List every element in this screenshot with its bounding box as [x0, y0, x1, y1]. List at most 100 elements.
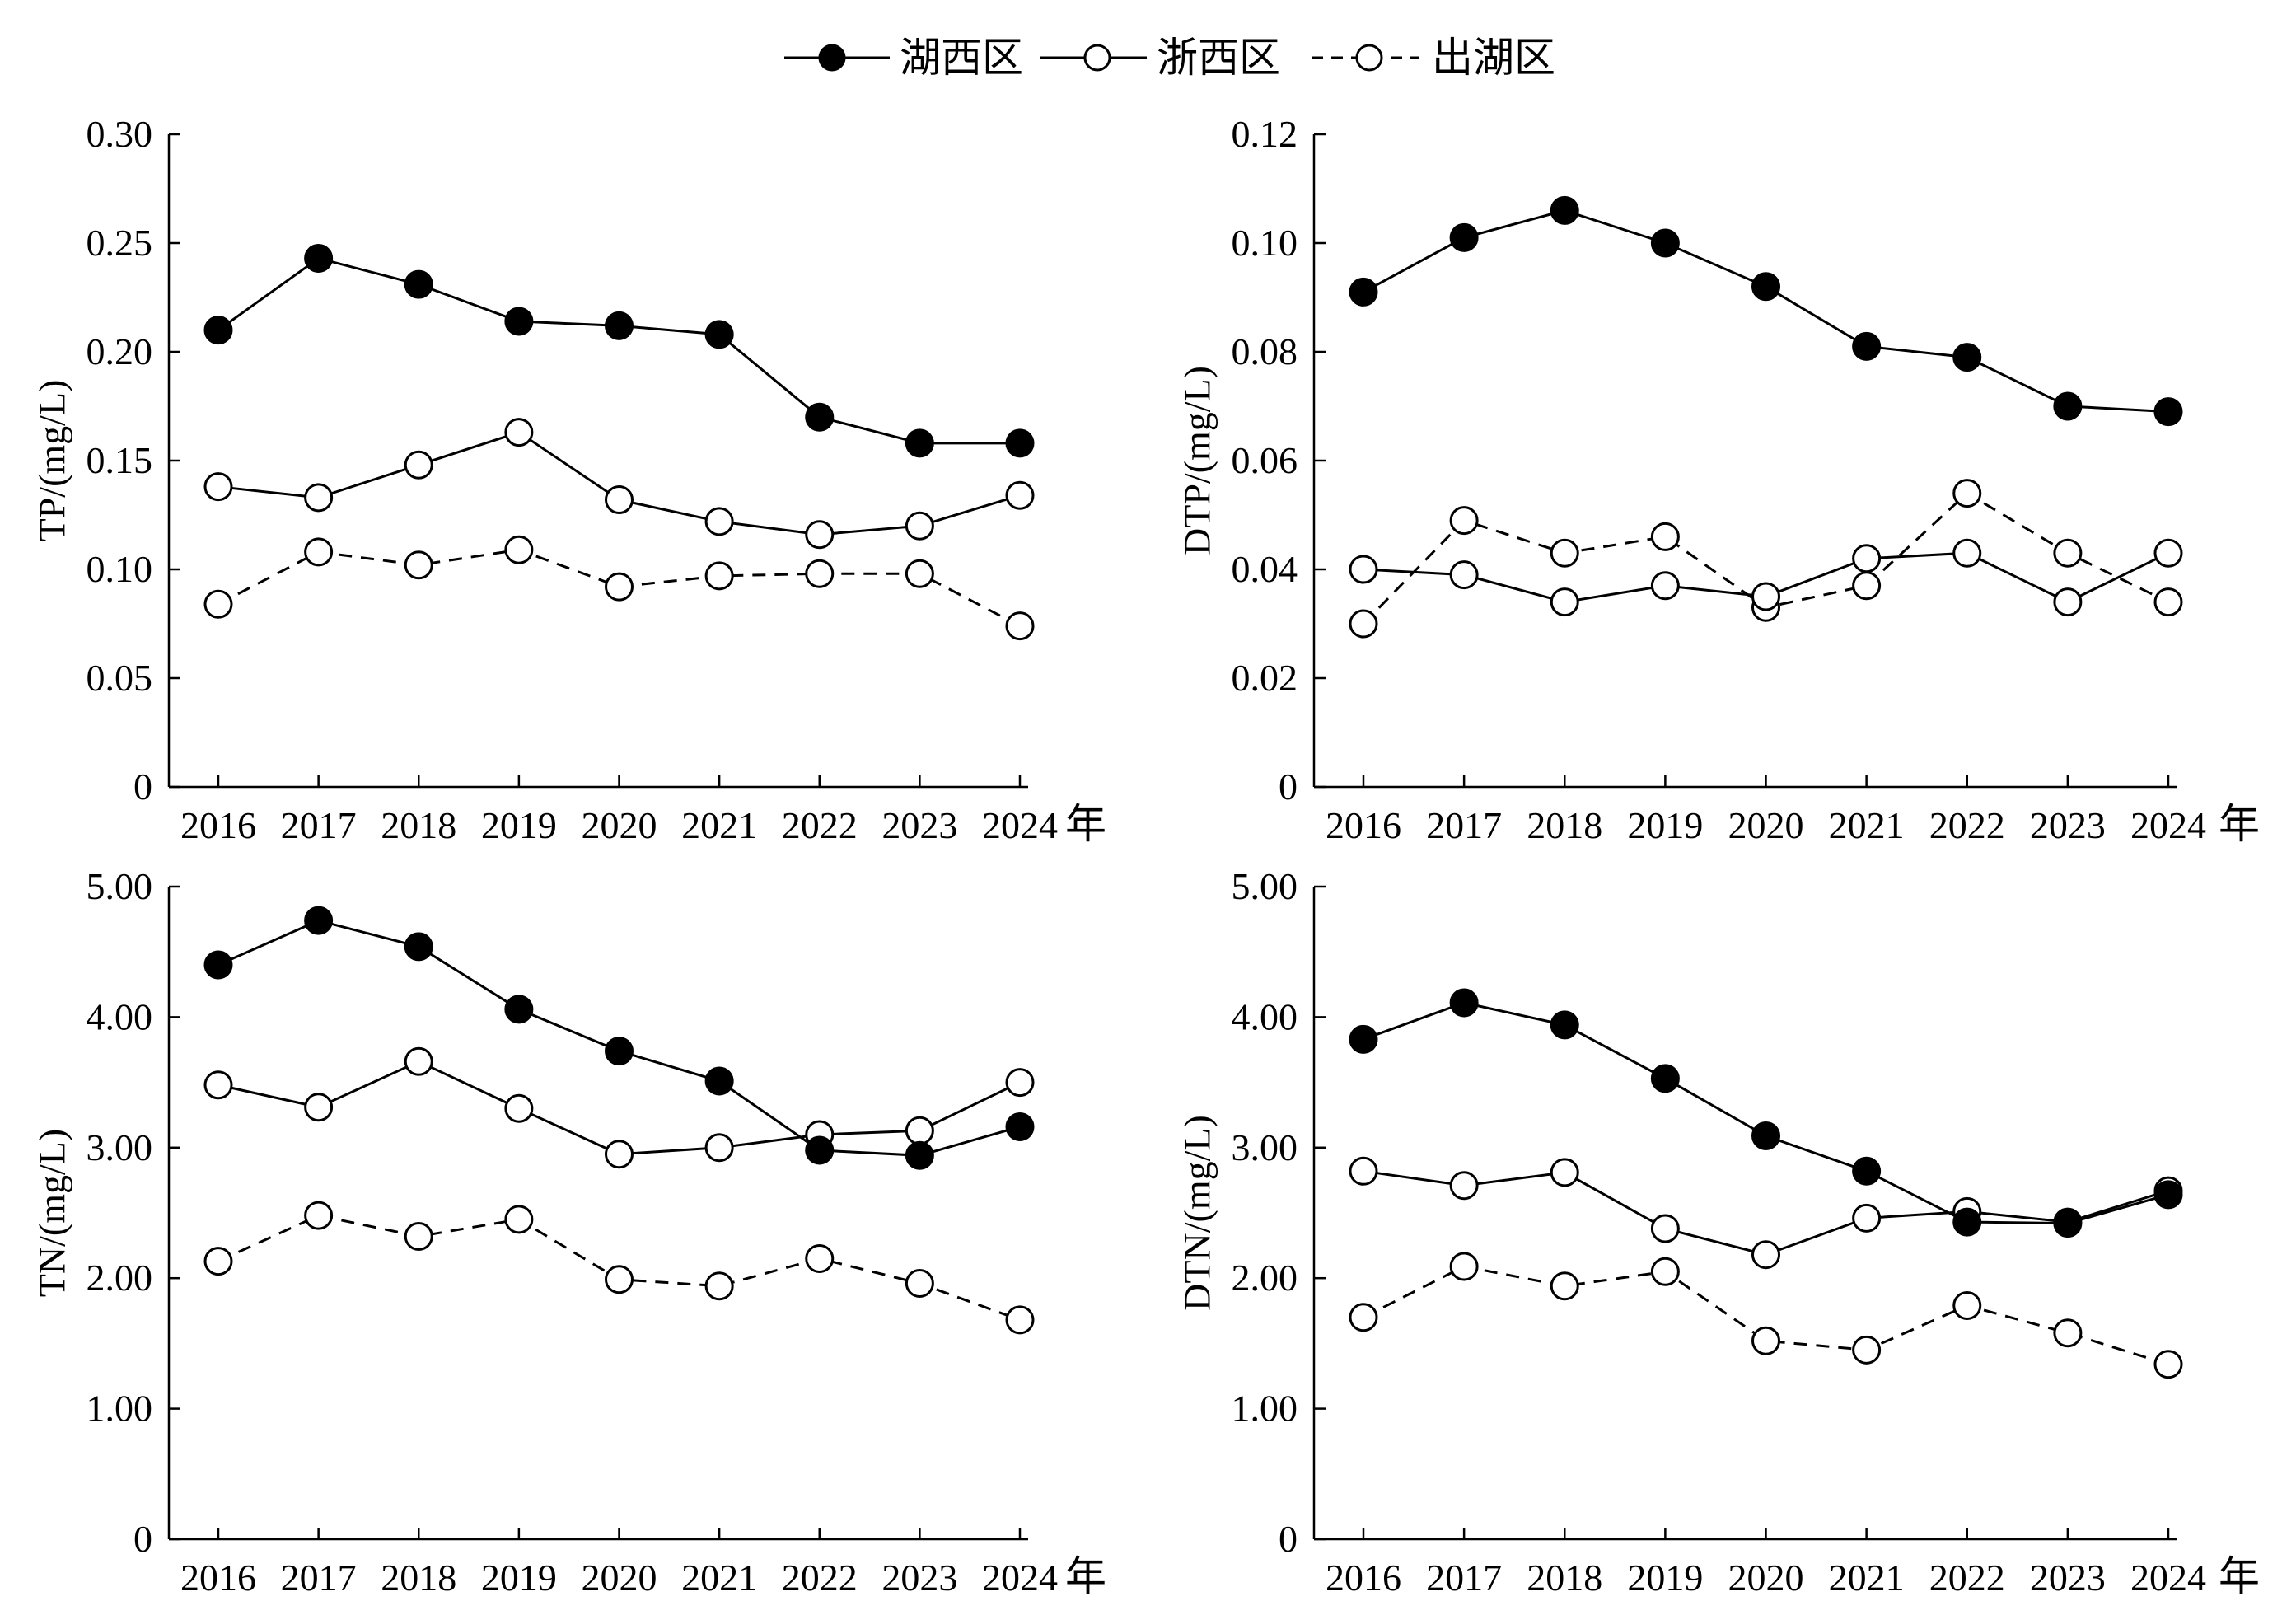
data-point — [404, 550, 433, 580]
x-tick-label: 2020 — [582, 1556, 657, 1599]
y-tick-label: 5.00 — [1232, 865, 1298, 907]
x-tick-label: 2020 — [1728, 1556, 1804, 1599]
x-tick-label: 2022 — [1929, 1556, 2005, 1599]
y-tick-label: 0 — [1279, 765, 1298, 808]
y-tick-label: 4.00 — [87, 995, 153, 1037]
data-point — [504, 1205, 534, 1234]
data-point — [404, 269, 433, 299]
data-point — [2053, 391, 2083, 421]
data-point — [404, 932, 433, 962]
x-tick-label: 2024 — [2130, 1556, 2206, 1599]
x-tick-label: 2021 — [1829, 804, 1905, 846]
data-point — [805, 520, 835, 550]
data-point — [304, 1201, 334, 1230]
data-point — [1952, 538, 1982, 568]
data-point — [1005, 1112, 1035, 1141]
data-point — [1650, 228, 1680, 258]
x-tick-label: 2023 — [881, 804, 957, 846]
data-point — [1952, 1207, 1982, 1237]
series-line — [1363, 1265, 2169, 1366]
y-tick-label: 0.10 — [1232, 222, 1298, 264]
x-unit-label: 年 — [1065, 1553, 1106, 1599]
series-1 — [203, 243, 1035, 458]
y-tick-label: 0.30 — [87, 113, 153, 155]
data-point — [1449, 222, 1479, 252]
chart-panel-1: 0 0.05 0.10 0.15 0.20 0.25 0.30 2016 2017 2018 201… — [31, 113, 1106, 847]
data-point — [1550, 1010, 1579, 1040]
data-point — [2053, 538, 2083, 568]
data-point — [1852, 1335, 1882, 1365]
data-point — [1550, 195, 1579, 225]
data-point — [1005, 480, 1035, 510]
series-2 — [1349, 538, 2183, 617]
data-point — [605, 572, 634, 602]
data-point — [1751, 1121, 1780, 1151]
data-point — [605, 1265, 634, 1294]
data-point — [1349, 1024, 1378, 1054]
x-tick-label: 2022 — [782, 804, 858, 846]
x-tick-label: 2022 — [782, 1556, 858, 1599]
data-point — [1650, 1257, 1680, 1286]
x-tick-label: 2023 — [881, 1556, 957, 1599]
x-tick-label: 2016 — [1326, 1556, 1401, 1599]
data-point — [905, 511, 934, 541]
x-tick-label: 2021 — [681, 1556, 757, 1599]
y-tick-label: 0.25 — [87, 222, 153, 264]
y-tick-label: 0 — [133, 765, 152, 808]
y-tick-label: 1.00 — [1232, 1388, 1298, 1430]
data-point — [1852, 331, 1882, 361]
legend-label: 浙西区 — [1157, 35, 1280, 81]
y-tick-label: 0.05 — [87, 657, 153, 699]
y-tick-label: 4.00 — [1232, 995, 1298, 1037]
series-line — [217, 548, 1021, 627]
data-point — [805, 1243, 835, 1273]
data-point — [905, 428, 934, 458]
data-point — [1550, 1271, 1579, 1301]
data-point — [704, 561, 734, 591]
data-point — [905, 559, 934, 588]
data-point — [304, 483, 334, 513]
x-unit-label: 年 — [2219, 1553, 2260, 1599]
x-tick-label: 2018 — [1527, 804, 1602, 846]
legend-marker — [818, 44, 846, 72]
y-tick-label: 1.00 — [87, 1388, 153, 1430]
series-1 — [1349, 195, 2183, 427]
data-point — [504, 418, 534, 447]
data-point — [704, 1133, 734, 1163]
series-3 — [1349, 1252, 2183, 1379]
series-line — [217, 431, 1021, 536]
x-tick-label: 2016 — [180, 804, 256, 846]
data-point — [1449, 1252, 1479, 1281]
x-tick-label: 2023 — [2030, 1556, 2106, 1599]
x-unit-label: 年 — [2219, 801, 2260, 847]
data-point — [1550, 1158, 1579, 1187]
data-point — [203, 316, 233, 345]
data-point — [404, 1046, 433, 1076]
legend-marker — [1083, 44, 1111, 72]
data-point — [1550, 538, 1579, 568]
x-tick-label: 2020 — [1728, 804, 1804, 846]
x-tick-label: 2017 — [281, 804, 357, 846]
data-point — [203, 1247, 233, 1276]
data-point — [404, 450, 433, 480]
y-tick-label: 0.10 — [87, 548, 153, 590]
data-point — [1852, 544, 1882, 573]
data-point — [605, 1140, 634, 1169]
data-point — [1952, 1290, 1982, 1320]
x-tick-label: 2021 — [1829, 1556, 1905, 1599]
data-point — [504, 995, 534, 1024]
data-point — [704, 320, 734, 349]
series-1 — [203, 906, 1035, 1170]
legend-item-1: 湖西区 — [784, 35, 1023, 81]
data-point — [304, 1093, 334, 1122]
y-tick-label: 2.00 — [87, 1257, 153, 1299]
data-point — [304, 906, 334, 935]
y-axis-title: TN/(mg/L) — [31, 1129, 73, 1297]
y-tick-label: 3.00 — [87, 1126, 153, 1168]
data-point — [1650, 571, 1680, 601]
data-point — [1952, 479, 1982, 508]
x-tick-label: 2024 — [2130, 804, 2206, 846]
series-line — [217, 256, 1020, 445]
x-tick-label: 2018 — [1527, 1556, 1602, 1599]
x-tick-label: 2016 — [180, 1556, 256, 1599]
